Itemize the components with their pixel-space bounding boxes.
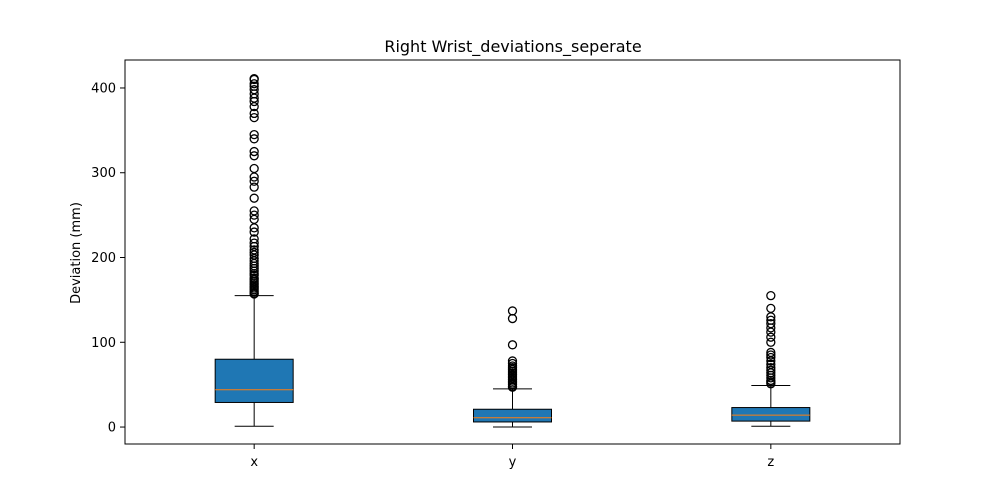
y-tick-label: 300 (91, 166, 116, 181)
outlier-point (249, 289, 259, 299)
outlier-point (249, 223, 259, 233)
outlier-point (766, 291, 776, 301)
box-z (731, 407, 811, 422)
outlier-point (249, 263, 259, 274)
outlier-point (766, 327, 776, 337)
outlier-point (507, 306, 518, 316)
outlier-point (249, 96, 259, 107)
outlier-point (249, 227, 259, 237)
plot-area: 0 100 200 300 400 x y z (91, 59, 901, 470)
outlier-point (249, 79, 259, 89)
y-tick-label: 200 (91, 251, 116, 266)
outlier-point (766, 323, 776, 333)
outlier-point (249, 163, 259, 174)
outlier-point (249, 210, 259, 220)
outlier-point (249, 146, 259, 157)
outlier-point (249, 238, 259, 248)
outlier-point (766, 379, 776, 389)
x-tick-label: z (767, 455, 774, 470)
outlier-point (507, 382, 518, 392)
x-tick-label: x (250, 455, 258, 470)
outlier-point (766, 356, 776, 366)
x-tick-label: y (509, 455, 517, 470)
outlier-point (249, 74, 259, 85)
outlier-point (766, 373, 776, 383)
outlier-point (249, 193, 259, 203)
outlier-point (249, 129, 259, 140)
outlier-point (766, 337, 776, 347)
y-tick-label: 100 (91, 336, 116, 351)
y-axis-label: Deviation (mm) (69, 202, 84, 304)
box-y (473, 408, 552, 423)
outlier-point (766, 350, 776, 360)
outlier-point (249, 176, 259, 186)
y-tick-label: 400 (91, 81, 116, 96)
outlier-point (249, 134, 259, 144)
outlier-point (249, 108, 259, 119)
outlier-point (249, 172, 259, 182)
outlier-point (766, 303, 776, 314)
y-tick-label: 0 (108, 421, 116, 436)
outlier-point (507, 313, 518, 324)
chart-title: Right Wrist_deviations_seperate (384, 37, 641, 57)
outlier-point (249, 112, 259, 123)
outlier-point (249, 101, 259, 112)
outlier-point (766, 312, 776, 322)
outlier-point (507, 340, 518, 350)
outlier-point (766, 352, 776, 363)
box-x (214, 358, 294, 403)
outlier-point (766, 332, 776, 342)
outlier-point (249, 151, 259, 161)
outlier-point (249, 182, 259, 192)
